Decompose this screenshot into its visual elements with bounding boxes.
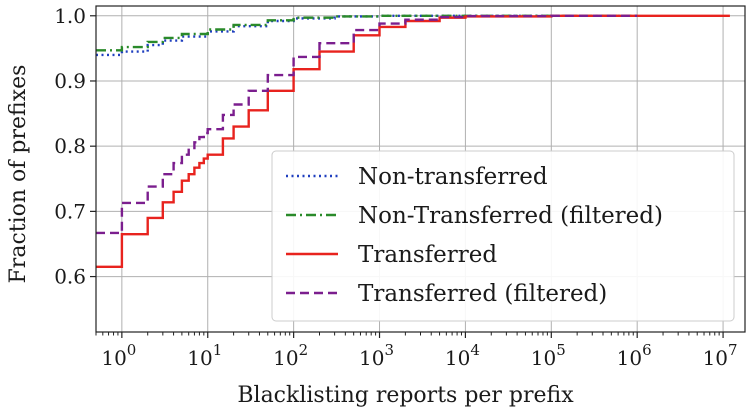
x-axis-label: Blacklisting reports per prefix — [237, 383, 574, 408]
plot-series — [96, 14, 730, 268]
series-line-3 — [96, 14, 730, 268]
x-tick-label: 104 — [445, 341, 480, 370]
x-tick-label: 102 — [273, 341, 308, 370]
x-tick-label: 107 — [703, 341, 738, 370]
y-axis-ticks: 0.6 0.7 0.8 0.9 1.0 — [54, 4, 96, 289]
legend-box — [271, 150, 735, 322]
y-tick-label: 0.6 — [54, 265, 86, 289]
y-tick-label: 0.9 — [54, 69, 86, 93]
series-line-2 — [96, 14, 638, 52]
legend-label-4: Transferred (filtered) — [358, 281, 607, 307]
x-tick-label: 100 — [101, 341, 136, 370]
y-tick-label: 0.7 — [54, 199, 86, 223]
legend-label-2: Non-Transferred (filtered) — [358, 203, 663, 229]
y-tick-label: 0.8 — [54, 134, 86, 158]
x-tick-label: 106 — [617, 341, 652, 370]
x-tick-label: 105 — [531, 341, 566, 370]
y-axis-label: Fraction of prefixes — [6, 65, 31, 284]
legend-label-3: Transferred — [358, 242, 497, 268]
legend: Non-transferred Non-Transferred (filtered… — [271, 150, 735, 322]
x-tick-label: 103 — [359, 341, 394, 370]
series-line-4 — [96, 14, 638, 235]
x-tick-label: 101 — [187, 341, 222, 370]
x-axis-ticks: 100 101 102 103 104 105 106 107 — [95, 332, 738, 370]
legend-label-1: Non-transferred — [358, 164, 548, 190]
y-tick-label: 1.0 — [54, 4, 86, 28]
